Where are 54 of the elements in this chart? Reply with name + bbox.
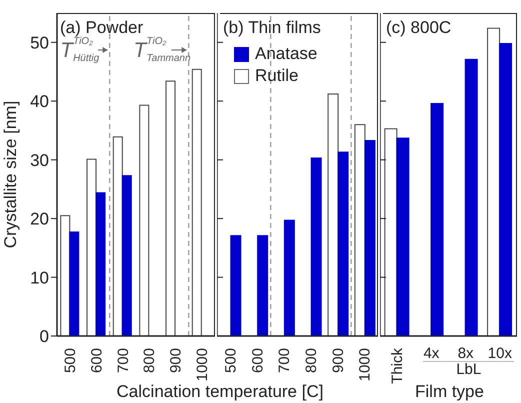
bar bbox=[328, 94, 339, 336]
bar bbox=[354, 124, 366, 336]
bar bbox=[86, 158, 97, 336]
x-tick-label: 900 bbox=[330, 348, 347, 374]
x-tick-label: 500 bbox=[222, 348, 240, 374]
x-tick-label: 900 bbox=[168, 348, 184, 374]
text: LbL bbox=[455, 361, 482, 378]
bar bbox=[230, 235, 242, 336]
x-tick-label: 8x bbox=[458, 345, 474, 362]
chart-title: (b) Thin films bbox=[223, 18, 321, 37]
bar bbox=[430, 102, 444, 336]
bar bbox=[396, 138, 410, 336]
y-tick-label: 40 bbox=[30, 92, 49, 112]
x-tick-label: 500 bbox=[62, 348, 80, 374]
x-tick-label: 600 bbox=[249, 348, 266, 374]
y-tick-label: 0 bbox=[40, 327, 49, 346]
bar bbox=[310, 158, 322, 336]
bar bbox=[284, 220, 295, 336]
bar bbox=[122, 175, 132, 336]
chart-title: (a) Powder bbox=[60, 18, 144, 37]
x-tick-label: 1000 bbox=[356, 348, 374, 382]
bar bbox=[112, 136, 123, 336]
y-tick-label: 20 bbox=[30, 210, 49, 229]
x-tick-label: 600 bbox=[88, 348, 106, 374]
bar bbox=[338, 152, 349, 336]
x-tick-label: 700 bbox=[276, 348, 294, 374]
legend-label: Anatase bbox=[255, 44, 318, 64]
x-tick-label: 1000 bbox=[194, 348, 211, 382]
bar bbox=[499, 43, 512, 336]
bar bbox=[364, 140, 376, 336]
x-tick-label: 700 bbox=[114, 348, 132, 374]
bar bbox=[464, 58, 478, 336]
bar bbox=[384, 128, 398, 336]
bar bbox=[139, 104, 150, 336]
bar bbox=[166, 80, 176, 336]
bar bbox=[487, 28, 500, 336]
x-tick-label: 800 bbox=[141, 348, 158, 374]
x-tick-label: Thick bbox=[389, 348, 406, 384]
bar bbox=[192, 68, 202, 336]
x-tick-label: 800 bbox=[302, 348, 320, 374]
y-axis-title: Crystallite size [nm] bbox=[1, 100, 20, 248]
y-tick-label: 50 bbox=[30, 33, 49, 52]
x-tick-label: 4x bbox=[423, 345, 440, 362]
y-tick-label: 30 bbox=[30, 150, 49, 170]
bar bbox=[257, 235, 268, 336]
bar bbox=[96, 192, 106, 336]
x-tick-label: 10x bbox=[488, 345, 512, 362]
bar bbox=[60, 215, 70, 336]
chart-title: (c) 800C bbox=[386, 18, 452, 37]
y-tick-label: 10 bbox=[30, 268, 49, 288]
x-axis-title: Calcination temperature [C] bbox=[116, 382, 324, 402]
x-axis-title: Film type bbox=[414, 382, 485, 402]
series-label: Rutile bbox=[255, 66, 298, 86]
bar bbox=[69, 232, 80, 336]
